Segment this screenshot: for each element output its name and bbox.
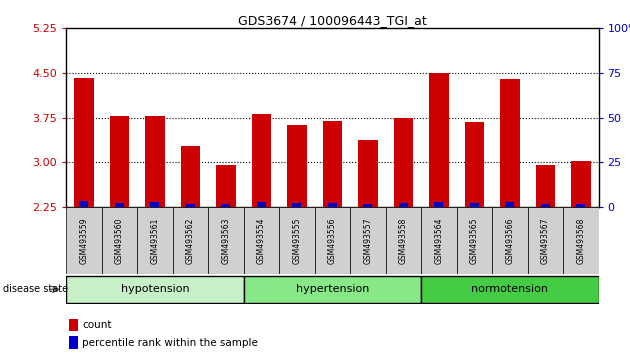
Bar: [115, 203, 124, 207]
Text: hypertension: hypertension: [295, 284, 369, 295]
Text: GSM493560: GSM493560: [115, 217, 124, 264]
Bar: [257, 202, 266, 207]
Text: GSM493564: GSM493564: [434, 217, 444, 264]
Bar: [386, 207, 421, 274]
Bar: [364, 204, 372, 207]
Bar: [541, 204, 550, 207]
Bar: [399, 203, 408, 207]
Bar: [429, 73, 449, 207]
Bar: [500, 79, 520, 207]
Text: GSM493568: GSM493568: [576, 217, 585, 264]
Bar: [292, 203, 301, 207]
Bar: [74, 78, 94, 207]
Bar: [527, 207, 563, 274]
Bar: [216, 165, 236, 207]
Bar: [350, 207, 386, 274]
Bar: [221, 204, 231, 207]
Bar: [421, 276, 598, 303]
Text: hypotension: hypotension: [120, 284, 189, 295]
Bar: [137, 207, 173, 274]
Text: GSM493561: GSM493561: [151, 217, 159, 264]
Bar: [244, 207, 279, 274]
Bar: [69, 336, 78, 349]
Text: normotension: normotension: [471, 284, 548, 295]
Text: GSM493554: GSM493554: [257, 217, 266, 264]
Bar: [470, 203, 479, 207]
Title: GDS3674 / 100096443_TGI_at: GDS3674 / 100096443_TGI_at: [238, 14, 427, 27]
Bar: [251, 114, 271, 207]
Text: GSM493556: GSM493556: [328, 217, 337, 264]
Bar: [145, 116, 164, 207]
Text: GSM493557: GSM493557: [364, 217, 372, 264]
Bar: [457, 207, 492, 274]
Bar: [571, 161, 590, 207]
Text: GSM493558: GSM493558: [399, 217, 408, 264]
Bar: [314, 207, 350, 274]
Bar: [79, 201, 88, 207]
Bar: [151, 202, 159, 207]
Bar: [505, 202, 514, 207]
Text: count: count: [82, 320, 112, 330]
Bar: [421, 207, 457, 274]
Bar: [434, 202, 444, 207]
Text: GSM493567: GSM493567: [541, 217, 550, 264]
Bar: [244, 276, 421, 303]
Bar: [464, 122, 484, 207]
Bar: [66, 207, 101, 274]
Bar: [576, 204, 585, 207]
Bar: [394, 118, 413, 207]
Bar: [69, 319, 78, 331]
Text: disease state: disease state: [3, 284, 68, 295]
Text: percentile rank within the sample: percentile rank within the sample: [82, 338, 258, 348]
Bar: [358, 140, 377, 207]
Bar: [328, 203, 337, 207]
Bar: [181, 146, 200, 207]
Bar: [323, 121, 342, 207]
Text: GSM493559: GSM493559: [79, 217, 88, 264]
Bar: [110, 116, 129, 207]
Bar: [186, 204, 195, 207]
Bar: [66, 276, 244, 303]
Bar: [208, 207, 244, 274]
Text: GSM493566: GSM493566: [505, 217, 514, 264]
Bar: [287, 125, 307, 207]
Bar: [279, 207, 314, 274]
Bar: [563, 207, 598, 274]
Bar: [101, 207, 137, 274]
Text: GSM493565: GSM493565: [470, 217, 479, 264]
Text: GSM493563: GSM493563: [221, 217, 231, 264]
Text: GSM493555: GSM493555: [292, 217, 301, 264]
Bar: [173, 207, 208, 274]
Bar: [492, 207, 527, 274]
Bar: [536, 165, 555, 207]
Text: GSM493562: GSM493562: [186, 217, 195, 264]
